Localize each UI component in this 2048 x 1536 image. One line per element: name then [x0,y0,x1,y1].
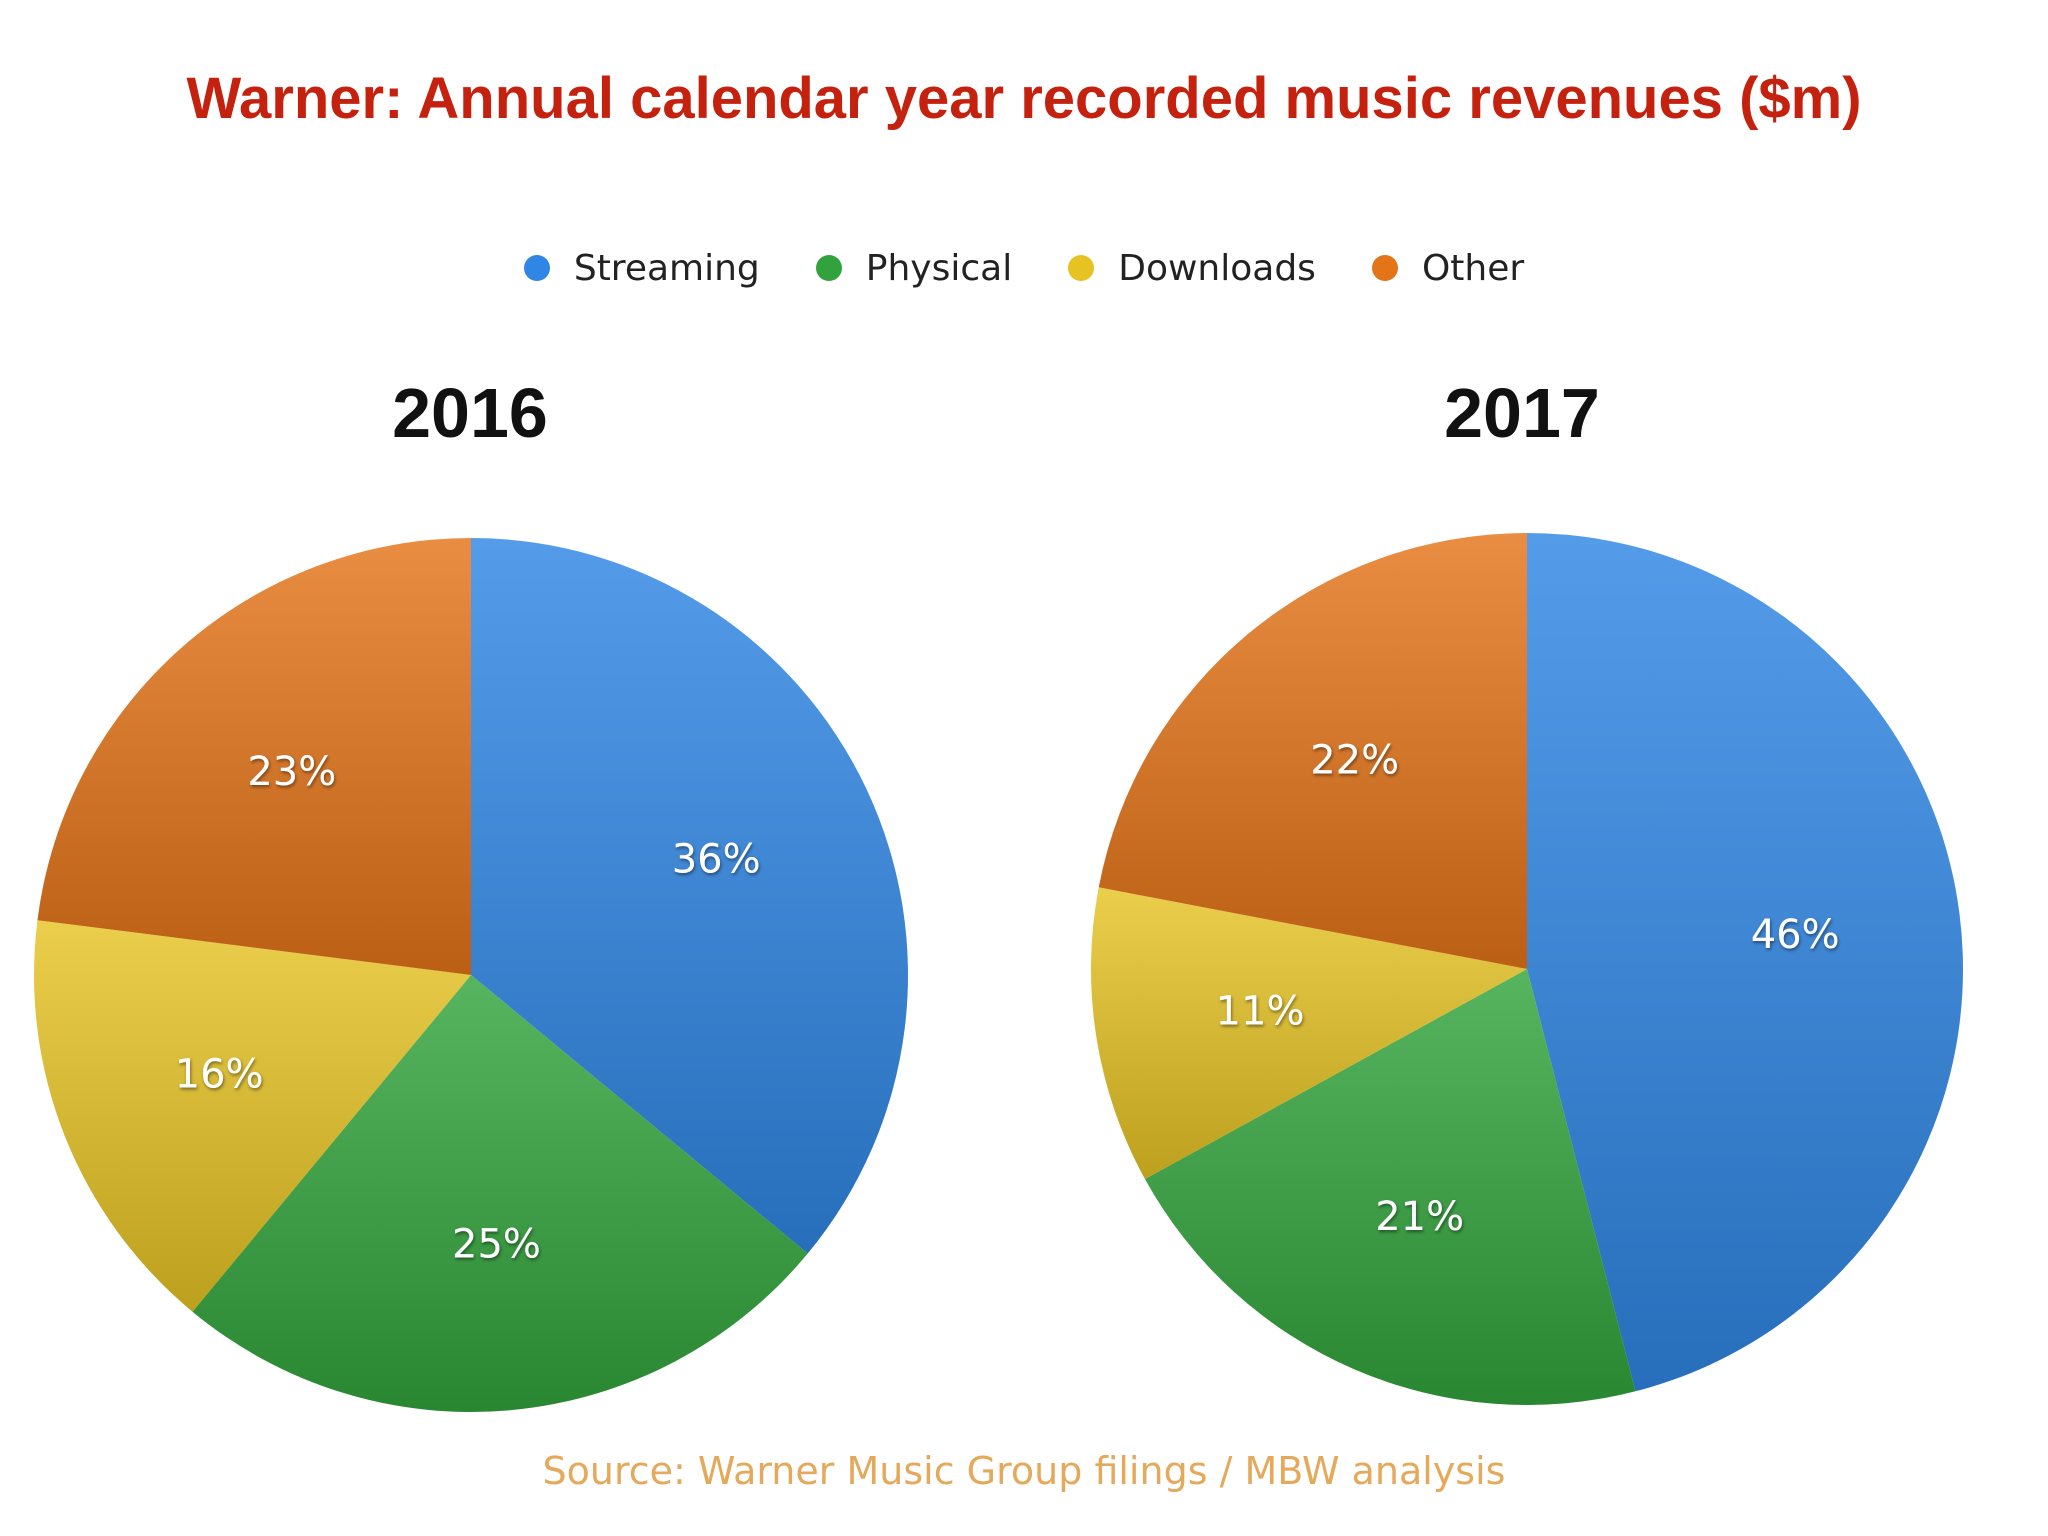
legend-swatch-streaming [523,255,550,281]
legend-item-downloads: Downloads [1068,248,1316,289]
legend-label-physical: Physical [865,247,1013,289]
legend-item-streaming: Streaming [523,247,760,289]
pie-slice-2016-other [37,538,472,975]
legend-label-other: Other [1421,247,1525,289]
legend-item-other: Other [1371,247,1525,289]
pie-slice-2017-physical [1144,969,1636,1405]
pie-title-2017: 2017 [1444,374,1600,452]
pie-slice-2016-physical [192,975,808,1412]
data-label-2016-downloads: 16% [175,1052,264,1098]
legend-label-streaming: Streaming [573,247,760,289]
legend-label-downloads: Downloads [1118,247,1316,289]
pie-slice-2016-downloads [34,920,472,1312]
source-note: Source: Warner Music Group filings / MBW… [542,1449,1506,1493]
data-label-2017-physical: 21% [1375,1194,1464,1240]
chart-title: Warner: Annual calendar year recorded mu… [186,66,1862,131]
data-label-2016-physical: 25% [452,1222,541,1268]
pie-2017: 46% 21% 11% 22% [1091,533,1963,1405]
pie-slice-2017-downloads [1091,887,1527,1180]
data-label-2017-other: 22% [1310,738,1399,784]
data-label-2017-streaming: 46% [1751,912,1840,958]
legend-swatch-other [1371,255,1398,281]
pie-2016: 36% 25% 16% 23% [34,538,909,1412]
pie-slice-2016-streaming [471,538,909,1254]
chart-legend: Streaming Physical Downloads Other [0,243,2048,293]
pie-title-2016: 2016 [392,374,548,452]
pie-slice-2017-streaming [1527,533,1963,1392]
data-label-2016-streaming: 36% [672,837,761,883]
legend-swatch-downloads [1068,255,1095,281]
data-label-2017-downloads: 11% [1216,988,1305,1034]
data-label-2016-other: 23% [247,749,336,795]
pie-slice-2017-other [1098,533,1527,969]
legend-swatch-physical [815,255,842,281]
legend-item-physical: Physical [815,247,1013,289]
